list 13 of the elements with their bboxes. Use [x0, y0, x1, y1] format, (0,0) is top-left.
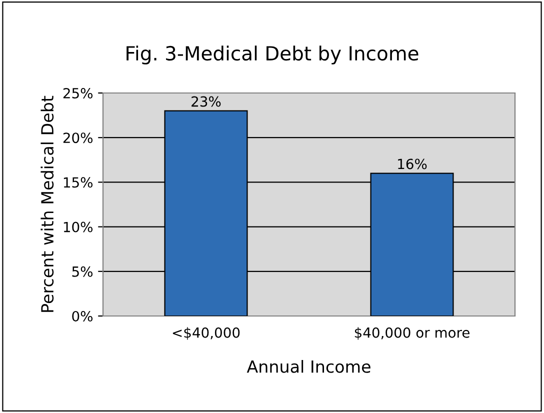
y-tick-label: 10% — [64, 222, 93, 232]
x-tick-label: <$40,000 — [172, 327, 240, 340]
y-tick-label: 15% — [64, 177, 93, 188]
y-axis-title: Percent with Medical Debt — [40, 96, 54, 312]
y-tick-label: 0% — [72, 310, 93, 322]
y-tick-label: 20% — [63, 132, 93, 144]
x-tick-label: $40,000 or more — [354, 327, 470, 340]
data-label: 16% — [398, 158, 427, 170]
data-label: 23% — [192, 96, 221, 107]
y-tick-label: 5% — [72, 266, 93, 277]
chart-title: Fig. 3-Medical Debt by Income — [126, 46, 418, 64]
x-axis-title: Annual Income — [246, 360, 370, 373]
y-tick-label: 25% — [63, 88, 93, 98]
